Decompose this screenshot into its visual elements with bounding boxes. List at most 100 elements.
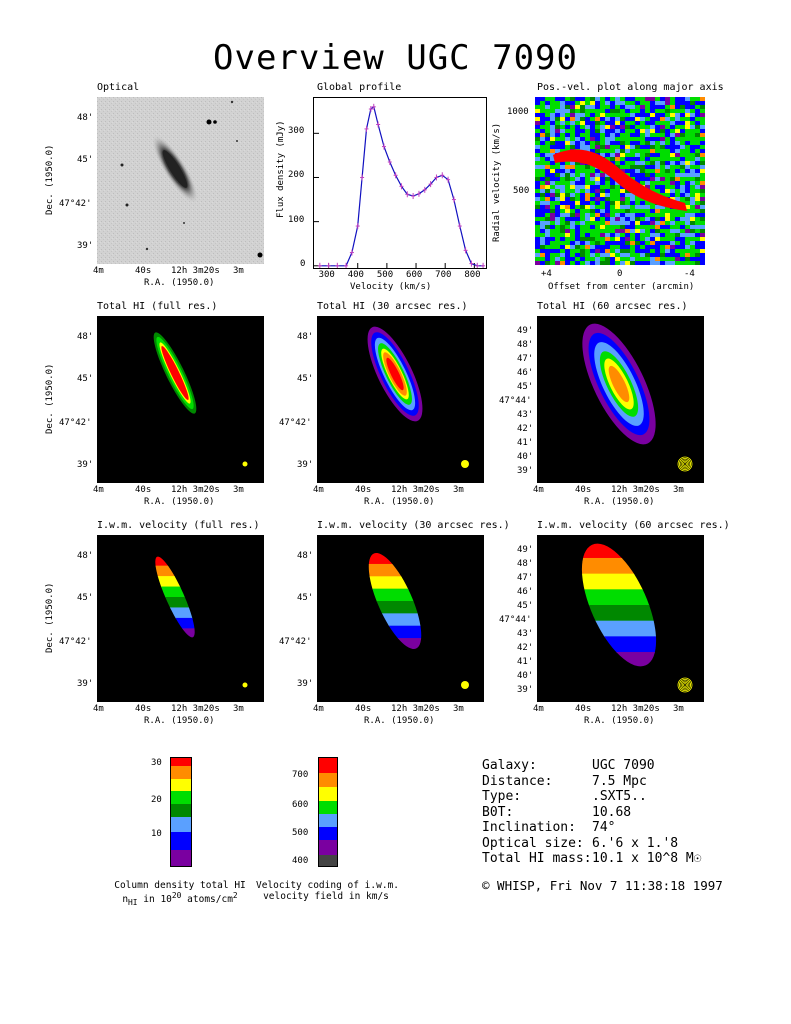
- dec-tick-label: 48': [77, 113, 94, 123]
- beam-ring: [677, 456, 693, 472]
- dec-tick-label: 40': [517, 671, 534, 681]
- global-profile-plot: [313, 97, 487, 269]
- dec-tick-label: 47°42': [279, 418, 312, 428]
- optical-image: [97, 97, 264, 264]
- dec-tick-label: 45': [517, 601, 534, 611]
- info-label: Optical size:: [482, 835, 584, 851]
- ra-tick-label: 4m: [93, 704, 104, 714]
- dec-tick-label: 47°42': [59, 199, 92, 209]
- dec-tick-label: 42': [517, 643, 534, 653]
- hi-30-title: Total HI (30 arcsec res.): [317, 301, 468, 312]
- ra-tick-label: 4m: [313, 485, 324, 495]
- profile-point: [335, 262, 340, 269]
- velocity-field: [566, 542, 672, 669]
- hi60-orange: [608, 365, 630, 403]
- ra-tick-label: 4m: [533, 704, 544, 714]
- profile-xtick-label: 700: [435, 270, 452, 280]
- dec-tick-label: 45': [517, 382, 534, 392]
- dec-tick-label: 47°42': [59, 637, 92, 647]
- info-label: Total HI mass:: [482, 851, 592, 866]
- dec-tick-label: 49': [517, 545, 534, 555]
- dec-tick-label: 39': [77, 241, 94, 251]
- info-label: Galaxy:: [482, 758, 537, 773]
- ra-tick-label: 40s: [135, 266, 152, 276]
- beam-marker: [461, 460, 469, 468]
- profile-xtick-label: 800: [464, 270, 481, 280]
- ra-tick-label: 3m: [233, 485, 244, 495]
- dec-tick-label: 39': [77, 460, 94, 470]
- ra-tick-label: 12h 3m20s: [391, 704, 440, 714]
- profile-point: [411, 193, 416, 200]
- profile-point: [481, 262, 486, 269]
- pv-title: Pos.-vel. plot along major axis: [537, 82, 724, 93]
- profile-point: [368, 106, 373, 113]
- info-value: 10.1 x 10^8 M☉: [592, 851, 702, 866]
- dec-tick-label: 47°44': [499, 396, 532, 406]
- ra-tick-label: 40s: [575, 704, 592, 714]
- pv-emission: [553, 149, 687, 211]
- ra-tick-label: 12h 3m20s: [171, 266, 220, 276]
- page-title: Overview UGC 7090: [213, 38, 578, 78]
- pv-ylabel: Radial velocity (km/s): [492, 122, 502, 242]
- dec-tick-label: 46': [517, 587, 534, 597]
- dec-axis-label: Dec. (1950.0): [45, 144, 55, 215]
- ra-tick-label: 4m: [533, 485, 544, 495]
- vel-60-title: I.w.m. velocity (60 arcsec res.): [537, 520, 730, 531]
- profile-point: [393, 172, 398, 179]
- ra-tick-label: 4m: [93, 266, 104, 276]
- ra-tick-label: 4m: [313, 704, 324, 714]
- profile-point: [469, 260, 474, 267]
- cd-tick-10: 10: [151, 829, 162, 839]
- hi-60-title: Total HI (60 arcsec res.): [537, 301, 688, 312]
- profile-chart: [314, 103, 486, 269]
- info-label: B0T:: [482, 804, 514, 820]
- velocity-colorbar: [318, 757, 338, 867]
- cd-tick-20: 20: [151, 795, 162, 805]
- vel-60-map: [537, 535, 704, 702]
- info-label: Type:: [482, 789, 522, 804]
- dec-tick-label: 45': [77, 374, 94, 384]
- column-density-caption: Column density total HI nHI in 1020 atom…: [110, 880, 250, 907]
- ra-tick-label: 40s: [355, 485, 372, 495]
- dec-tick-label: 46': [517, 368, 534, 378]
- dec-tick-label: 39': [297, 460, 314, 470]
- ra-tick-label: 3m: [233, 266, 244, 276]
- profile-point: [416, 190, 421, 197]
- dec-tick-label: 41': [517, 657, 534, 667]
- profile-xlabel: Velocity (km/s): [350, 282, 432, 292]
- column-density-colorbar: [170, 757, 192, 867]
- profile-point: [360, 174, 365, 181]
- beam-ring: [678, 457, 691, 470]
- profile-point: [428, 181, 433, 188]
- pv-xlabel: Offset from center (arcmin): [548, 282, 695, 292]
- ra-tick-label: 12h 3m20s: [171, 485, 220, 495]
- profile-point: [376, 121, 381, 128]
- profile-ylabel: Flux density (mJy): [276, 120, 286, 218]
- profile-point: [405, 191, 410, 198]
- ra-tick-label: 3m: [673, 704, 684, 714]
- vel-30-map: [317, 535, 484, 702]
- ra-tick-label: 3m: [673, 485, 684, 495]
- dec-tick-label: 45': [297, 593, 314, 603]
- profile-point: [451, 196, 456, 203]
- dec-tick-label: 42': [517, 424, 534, 434]
- info-label: Distance:: [482, 773, 553, 789]
- dec-tick-label: 43': [517, 629, 534, 639]
- dec-tick-label: 39': [77, 679, 94, 689]
- dec-tick-label: 48': [297, 551, 314, 561]
- profile-point: [355, 223, 360, 230]
- ra-tick-label: 12h 3m20s: [611, 485, 660, 495]
- pv-ytick-label: 1000: [507, 107, 529, 117]
- profile-point: [422, 186, 427, 193]
- hi30-red: [386, 357, 404, 391]
- ra-tick-label: 40s: [355, 704, 372, 714]
- ra-tick-label: 40s: [135, 704, 152, 714]
- ra-tick-label: 3m: [453, 485, 464, 495]
- beam-ring: [680, 680, 690, 690]
- profile-point: [344, 262, 349, 269]
- info-value: 7.5 Mpc: [592, 773, 647, 789]
- pv-diagram: [535, 97, 705, 265]
- info-value: UGC 7090: [592, 758, 655, 773]
- beam-ring: [678, 678, 691, 691]
- beam-marker: [461, 681, 469, 689]
